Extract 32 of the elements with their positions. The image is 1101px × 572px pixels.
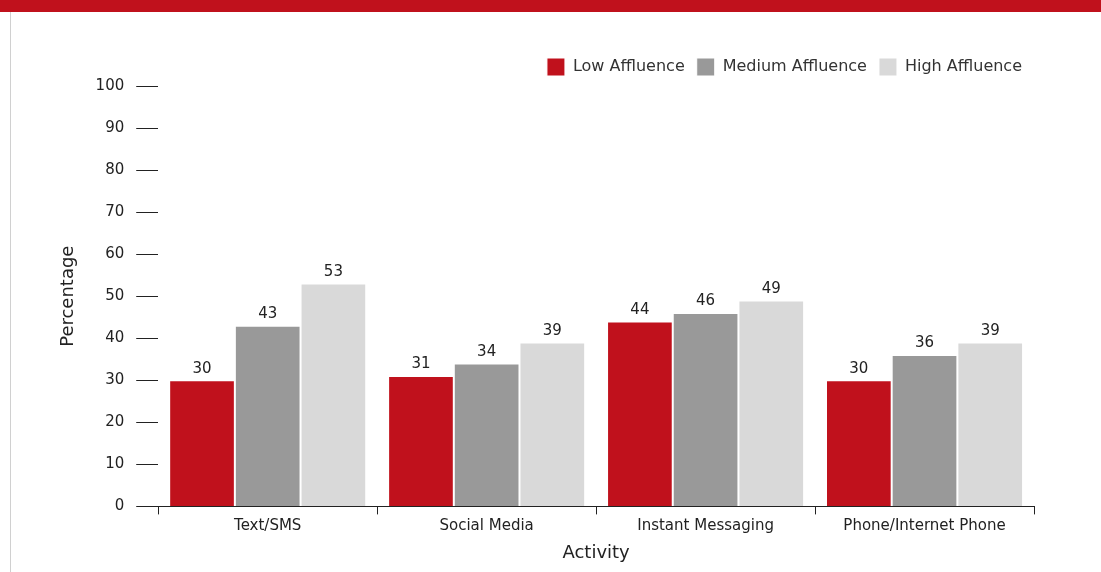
data-label: 30 bbox=[849, 358, 869, 377]
data-label: 49 bbox=[761, 278, 781, 297]
data-label: 36 bbox=[914, 333, 935, 352]
y-tick-label: 20 bbox=[105, 412, 125, 431]
legend-label: Low Affluence bbox=[572, 56, 685, 76]
y-tick-label: 90 bbox=[105, 117, 125, 136]
y-tick-label: 0 bbox=[114, 496, 125, 515]
data-label: 44 bbox=[630, 299, 650, 318]
data-label: 46 bbox=[696, 291, 716, 310]
y-tick-label: 70 bbox=[105, 202, 125, 221]
legend-label: High Affluence bbox=[904, 56, 1023, 76]
y-tick-label: 80 bbox=[105, 159, 125, 178]
legend-label: Medium Affluence bbox=[722, 56, 867, 76]
data-label: 34 bbox=[477, 341, 497, 360]
y-tick-label: 10 bbox=[105, 454, 125, 473]
y-tick-label: 30 bbox=[105, 370, 125, 389]
y-tick-label: 40 bbox=[105, 328, 125, 347]
data-label: 39 bbox=[542, 320, 562, 339]
y-axis-title: Percentage bbox=[56, 245, 78, 347]
data-label: 30 bbox=[192, 358, 212, 377]
data-label: 31 bbox=[411, 354, 431, 373]
y-tick-label: 60 bbox=[105, 244, 125, 263]
data-label: 53 bbox=[323, 261, 343, 280]
y-tick-label: 100 bbox=[95, 75, 125, 94]
x-tick-label: Text/SMS bbox=[233, 516, 302, 535]
data-label: 39 bbox=[980, 320, 1000, 339]
data-label: 43 bbox=[258, 304, 278, 323]
y-tick-label: 50 bbox=[105, 286, 125, 305]
x-tick-label: Phone/Internet Phone bbox=[843, 516, 1006, 535]
x-tick-label: Social Media bbox=[439, 516, 534, 535]
x-tick-label: Instant Messaging bbox=[637, 516, 774, 535]
x-axis-title: Activity bbox=[562, 540, 631, 562]
